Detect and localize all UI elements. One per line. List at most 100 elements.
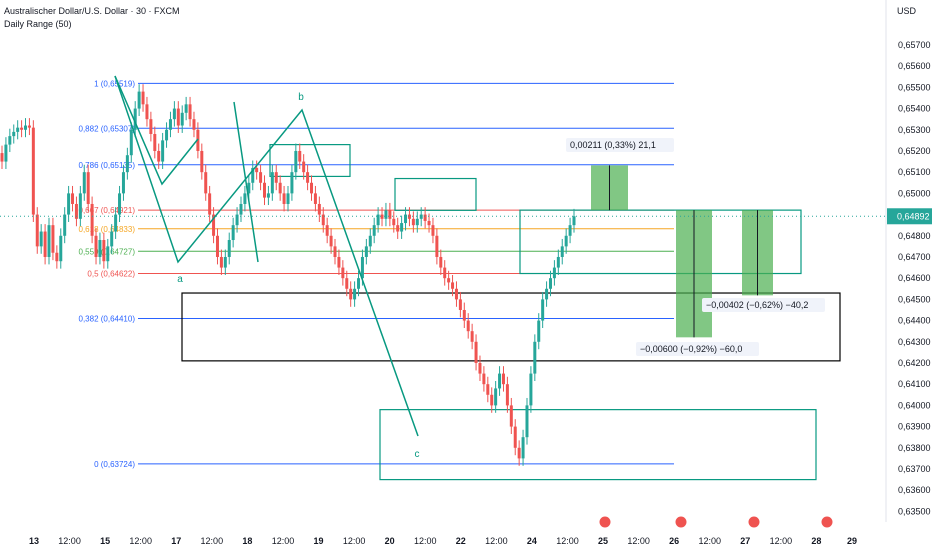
candle-body [129, 129, 133, 156]
x-tick-label: 12:00 [58, 536, 81, 546]
x-tick-label: 15 [100, 536, 110, 546]
candle-body [329, 235, 333, 247]
candle-body [266, 193, 270, 198]
support-zone-box [181, 292, 841, 362]
measurement-label: 0,00211 (0,33%) 21,1 [570, 140, 656, 150]
candle-body [427, 220, 431, 226]
candle-body [572, 216, 576, 226]
candle-body [431, 225, 435, 236]
candle-body [247, 182, 251, 194]
x-tick-label: 19 [314, 536, 324, 546]
candle-body [125, 155, 129, 173]
candle-body [482, 373, 486, 385]
candle-body [200, 150, 204, 173]
candle-body [239, 203, 243, 215]
candle-body [0, 153, 4, 162]
candle-body [196, 129, 200, 151]
candle-body [478, 362, 482, 374]
currency-label: USD [897, 6, 917, 16]
candle-body [345, 278, 349, 289]
candle-body [407, 214, 411, 219]
y-tick-label: 0,65000 [898, 188, 931, 198]
candle-body [78, 193, 82, 219]
candle-body [306, 172, 310, 183]
candle-body [321, 214, 325, 226]
candle-body [227, 240, 231, 257]
candle-body [114, 214, 118, 232]
y-tick-label: 0,64300 [898, 337, 931, 347]
candle-body [494, 388, 498, 406]
candle-body [411, 218, 415, 226]
candle-body [262, 182, 266, 198]
candle-body [388, 210, 392, 219]
candle-body [16, 127, 20, 132]
y-tick-label: 0,64600 [898, 273, 931, 283]
candle-body [39, 231, 43, 247]
us-flag-icon [598, 515, 612, 529]
candle-body [541, 299, 545, 321]
candle-body [243, 193, 247, 204]
measurement-label: −0,00600 (−0,92%) −60,0 [640, 344, 742, 354]
candle-body [458, 299, 462, 310]
candle-body [90, 203, 94, 236]
candle-body [192, 119, 196, 130]
x-tick-label: 13 [29, 536, 39, 546]
fib-level-label: 1 (0,65519) [94, 79, 135, 88]
fib-level-label: 0,667 (0,64921) [79, 206, 136, 215]
candle-body [372, 225, 376, 236]
candle-body [168, 119, 172, 130]
y-tick-label: 0,65600 [898, 61, 931, 71]
y-tick-label: 0,64500 [898, 294, 931, 304]
us-flag-icon [674, 515, 688, 529]
candle-body [568, 225, 572, 236]
demand-zone-box [379, 409, 817, 481]
y-tick-label: 0,64100 [898, 379, 931, 389]
y-tick-label: 0,63800 [898, 443, 931, 453]
y-tick-label: 0,64200 [898, 358, 931, 368]
candle-body [165, 129, 169, 141]
measurement-label-bg [636, 342, 759, 356]
x-tick-label: 24 [527, 536, 537, 546]
y-tick-label: 0,65500 [898, 82, 931, 92]
candle-body [71, 193, 75, 204]
candle-body [12, 131, 16, 137]
measurement-label: −0,00402 (−0,62%) −40,2 [706, 300, 808, 310]
candle-body [59, 235, 63, 262]
measurement-label-bg [702, 298, 825, 312]
chart-title: Australischer Dollar/U.S. Dollar · 30 · … [4, 6, 180, 16]
candle-body [102, 240, 106, 262]
candle-body [110, 231, 114, 247]
candle-body [310, 182, 314, 194]
wave-label: a [177, 274, 183, 285]
x-tick-label: 12:00 [343, 536, 366, 546]
candle-body [215, 235, 219, 257]
current-price-label: 0,64892 [897, 211, 930, 221]
x-tick-label: 12:00 [129, 536, 152, 546]
candle-body [63, 214, 67, 236]
candle-body [212, 214, 216, 236]
candle-body [505, 384, 509, 406]
y-tick-label: 0,65100 [898, 167, 931, 177]
candle-body [498, 373, 502, 389]
measurement-label-bg [566, 138, 674, 152]
candle-body [454, 288, 458, 300]
candle-body [548, 278, 552, 289]
candle-body [235, 214, 239, 226]
candle-body [43, 231, 47, 257]
candle-body [270, 172, 274, 194]
candle-body [533, 341, 537, 374]
x-tick-label: 27 [740, 536, 750, 546]
candle-body [560, 246, 564, 257]
candle-body [537, 320, 541, 342]
candle-body [145, 104, 149, 120]
candle-body [419, 214, 423, 219]
candle-body [184, 104, 188, 113]
candle-body [4, 144, 8, 162]
candle-body [157, 150, 161, 162]
wave-line [114, 75, 199, 186]
candle-body [435, 235, 439, 257]
x-tick-label: 12:00 [627, 536, 650, 546]
x-tick-label: 22 [456, 536, 466, 546]
candle-body [545, 288, 549, 300]
